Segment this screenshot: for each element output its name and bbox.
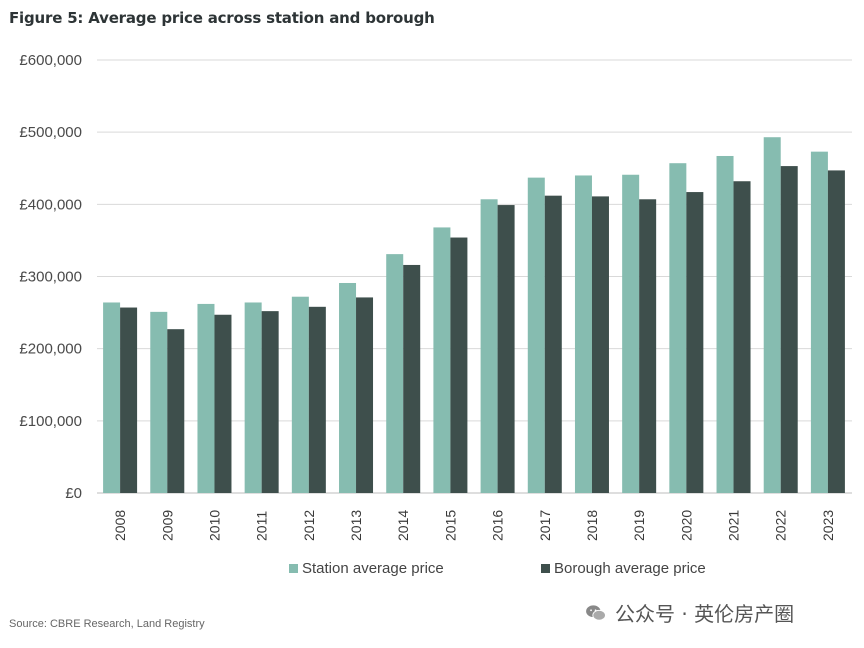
bar-borough [403,264,421,493]
y-tick-label: £500,000 [19,124,82,141]
legend-label-borough: Borough average price [554,560,706,577]
x-tick-label: 2013 [348,510,364,541]
bar-station [669,163,687,493]
y-tick-label: £100,000 [19,413,82,430]
bar-station [150,311,168,493]
bar-borough [497,205,515,493]
bar-borough [686,192,704,493]
bar-station [810,151,828,493]
x-tick-label: 2008 [112,510,128,541]
y-tick-label: £300,000 [19,269,82,286]
x-tick-label: 2022 [773,510,789,541]
bar-borough [356,297,374,493]
bar-station [716,155,734,493]
x-tick-label: 2010 [206,510,222,541]
x-tick-label: 2018 [584,510,600,541]
bar-borough [639,199,657,493]
bar-station [763,137,781,494]
y-tick-label: £0 [65,485,82,502]
chart-title: Figure 5: Average price across station a… [9,9,435,27]
bar-station [574,175,592,493]
bar-station [103,302,121,493]
bar-station [339,282,357,493]
legend-label-station: Station average price [302,560,444,577]
bar-station [197,303,215,493]
bar-station [480,199,498,493]
watermark: 公众号 · 英伦房产圈 [585,598,794,627]
bar-borough [214,314,232,493]
y-tick-label: £400,000 [19,196,82,213]
bar-borough [167,329,185,493]
bar-borough [450,237,468,493]
bar-borough [544,195,562,493]
bar-borough [780,166,798,493]
bar-station [622,174,640,493]
x-tick-label: 2015 [442,510,458,541]
bar-borough [733,181,751,494]
x-tick-label: 2011 [254,511,270,541]
bar-station [244,302,262,493]
bar-station [386,254,404,493]
x-tick-label: 2014 [395,510,411,541]
y-tick-label: £600,000 [19,52,82,69]
watermark-text: 公众号 · 英伦房产圈 [615,602,795,626]
bar-station [433,227,451,493]
legend-swatch-station [289,564,298,573]
legend-item-borough: Borough average price [541,560,706,577]
bar-station [291,296,309,493]
bar-borough [827,170,845,494]
x-tick-label: 2012 [301,510,317,541]
bar-borough [591,196,609,493]
x-tick-label: 2020 [678,510,694,541]
bar-borough [261,311,279,493]
x-tick-label: 2023 [820,510,836,541]
x-tick-label: 2009 [159,510,175,541]
wechat-icon [586,604,606,621]
y-tick-label: £200,000 [19,341,82,358]
bar-borough [308,306,326,493]
legend-item-station: Station average price [289,560,444,577]
bar-station [527,177,545,494]
bar-chart: £0 £100,000 £200,000 £300,000 £400,000 £500,0… [19,52,852,541]
x-tick-label: 2016 [490,510,506,541]
x-tick-label: 2021 [726,510,742,541]
bar-borough [120,307,138,493]
chart-legend: Station average price Borough average pr… [0,560,864,578]
x-tick-label: 2019 [631,510,647,541]
legend-swatch-borough [541,564,550,573]
source-note: Source: CBRE Research, Land Registry [9,618,205,630]
x-tick-label: 2017 [537,510,553,541]
